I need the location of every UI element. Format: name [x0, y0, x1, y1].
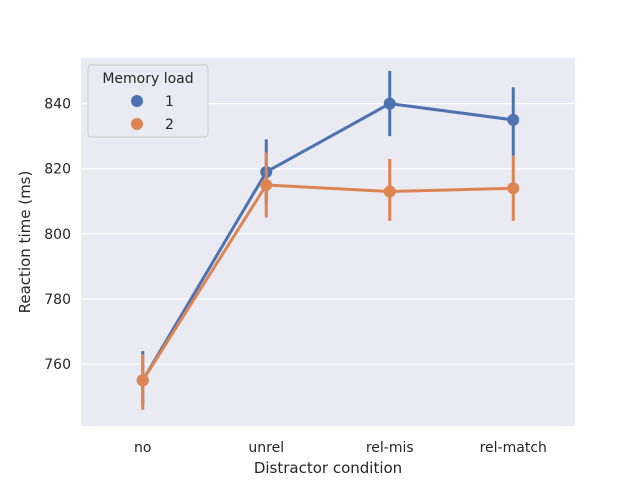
point-2-no: [136, 374, 149, 387]
legend-label-1: 1: [165, 94, 174, 110]
y-tick-840: 840: [44, 97, 71, 113]
point-1-rel-mis: [383, 97, 396, 110]
y-tick-780: 780: [44, 292, 71, 308]
legend-title: Memory load: [102, 71, 193, 87]
gridlines: [81, 102, 575, 365]
y-axis-label: Reaction time (ms): [16, 171, 34, 314]
y-tick-800: 800: [44, 227, 71, 243]
point-2-rel-match: [507, 182, 520, 195]
series-layer: [136, 71, 520, 410]
series-line-1: [141, 102, 514, 382]
legend-box: [87, 64, 209, 138]
x-tick-rel-mis: rel-mis: [366, 440, 414, 456]
legend-entries: 12: [131, 94, 174, 133]
legend-label-2: 2: [165, 117, 174, 133]
series-2: [136, 152, 520, 410]
y-tick-760: 760: [44, 357, 71, 373]
point-1-rel-match: [507, 113, 520, 126]
legend: Memory load 12: [87, 64, 209, 138]
series-line-2: [141, 183, 514, 382]
x-tick-no: no: [134, 440, 151, 456]
point-2-unrel: [260, 179, 273, 192]
y-tick-labels: 760 780 800 820 840: [44, 97, 71, 374]
legend-marker-1: [131, 95, 143, 107]
point-2-rel-mis: [383, 185, 396, 198]
x-tick-labels: no unrel rel-mis rel-match: [134, 440, 547, 456]
x-tick-unrel: unrel: [248, 440, 284, 456]
legend-marker-2: [131, 118, 143, 130]
x-axis-label: Distractor condition: [254, 459, 402, 477]
x-tick-rel-match: rel-match: [480, 440, 547, 456]
y-tick-820: 820: [44, 162, 71, 178]
